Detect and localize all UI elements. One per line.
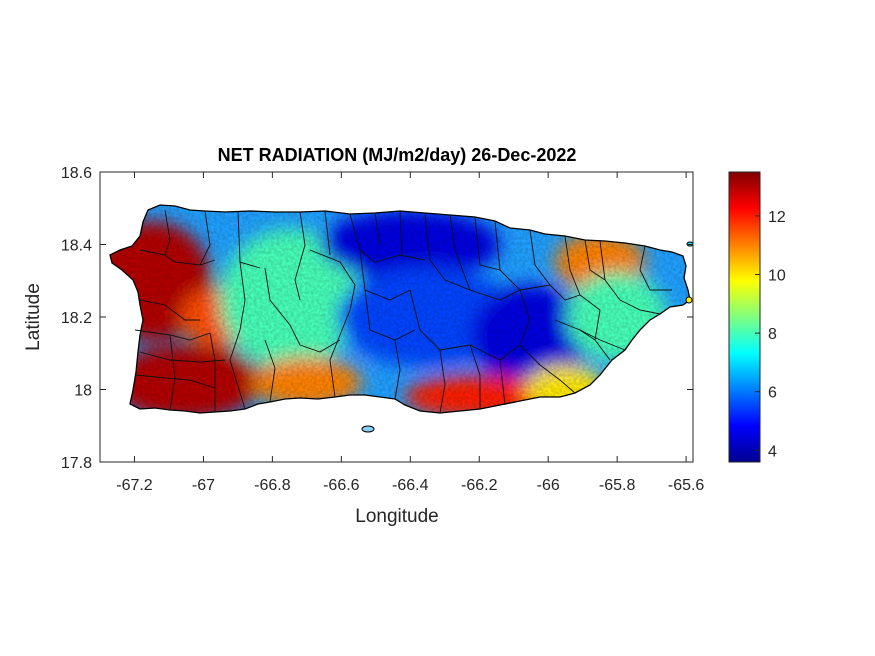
x-axis: -67.2 -67 -66.8 -66.6 -66.4 -66.2 -66 -65.8 -65.…: [116, 172, 704, 494]
colorbar-tick-label: 6: [768, 385, 777, 402]
x-tick-label: -66: [537, 477, 560, 494]
municipal-border: [139, 249, 216, 266]
municipal-border: [579, 329, 626, 351]
y-tick-label: 18.2: [61, 310, 92, 327]
municipal-border: [139, 351, 226, 363]
municipal-border: [359, 249, 411, 301]
municipal-border: [474, 216, 501, 271]
municipal-border: [135, 374, 216, 389]
y-axis-label: Latitude: [23, 283, 44, 351]
x-tick-label: -67: [192, 477, 215, 494]
municipal-border: [554, 319, 596, 341]
municipal-border: [519, 284, 581, 301]
small-island: [685, 296, 693, 304]
chart-title: NET RADIATION (MJ/m2/day) 26-Dec-2022: [218, 145, 577, 165]
colorbar-tick-label: 12: [768, 209, 786, 226]
colorbar: [728, 171, 761, 463]
municipal-border: [529, 229, 551, 286]
municipal-border: [229, 261, 246, 410]
x-tick-label: -65.8: [599, 477, 636, 494]
municipal-border: [619, 299, 661, 315]
municipal-borders: [134, 209, 672, 414]
municipal-border: [209, 332, 216, 412]
x-tick-label: -66.4: [392, 477, 429, 494]
municipal-border: [164, 209, 171, 256]
municipal-border: [439, 349, 446, 414]
municipal-border: [564, 235, 601, 311]
x-tick-label: -67.2: [116, 477, 153, 494]
y-tick-label: 18.6: [61, 165, 92, 182]
municipal-border: [309, 249, 356, 286]
municipal-border: [399, 210, 403, 256]
municipal-border: [449, 214, 521, 301]
municipal-border: [584, 239, 606, 281]
y-tick-label: 17.8: [61, 455, 92, 472]
municipal-border: [329, 284, 356, 398]
x-axis-label: Longitude: [355, 506, 438, 527]
municipal-border: [139, 299, 200, 321]
x-tick-label: -66.6: [323, 477, 360, 494]
municipal-border: [424, 212, 471, 291]
x-tick-label: -65.6: [668, 477, 705, 494]
municipal-border: [294, 211, 306, 301]
colorbar-tick-label: 4: [768, 443, 777, 460]
municipal-border: [469, 344, 501, 361]
municipal-border: [324, 210, 331, 256]
colorbar-tick-label: 8: [768, 326, 777, 343]
municipal-border: [349, 213, 426, 263]
municipal-border: [374, 212, 381, 246]
y-tick-label: 18.4: [61, 238, 92, 255]
municipal-border: [364, 289, 416, 341]
municipal-border: [264, 339, 276, 403]
municipal-border: [199, 210, 211, 266]
municipal-border: [134, 329, 211, 341]
municipal-border: [469, 344, 481, 409]
municipal-border: [539, 364, 576, 394]
colorbar-tick-label: 10: [768, 268, 786, 285]
small-island: [361, 425, 375, 433]
y-axis: 17.8 18 18.2 18.4 18.6: [61, 165, 693, 472]
municipal-border: [264, 267, 301, 346]
municipal-border: [169, 334, 176, 411]
y-tick-label: 18: [74, 383, 92, 400]
x-tick-label: -66.8: [254, 477, 291, 494]
municipal-border: [494, 220, 541, 366]
municipal-border: [409, 289, 471, 351]
municipal-border: [394, 339, 401, 400]
colorbar-ticks: 4 6 8 10 12: [755, 209, 786, 460]
municipal-border: [299, 339, 341, 353]
x-tick-label: -66.2: [461, 477, 498, 494]
municipal-border: [639, 245, 672, 291]
